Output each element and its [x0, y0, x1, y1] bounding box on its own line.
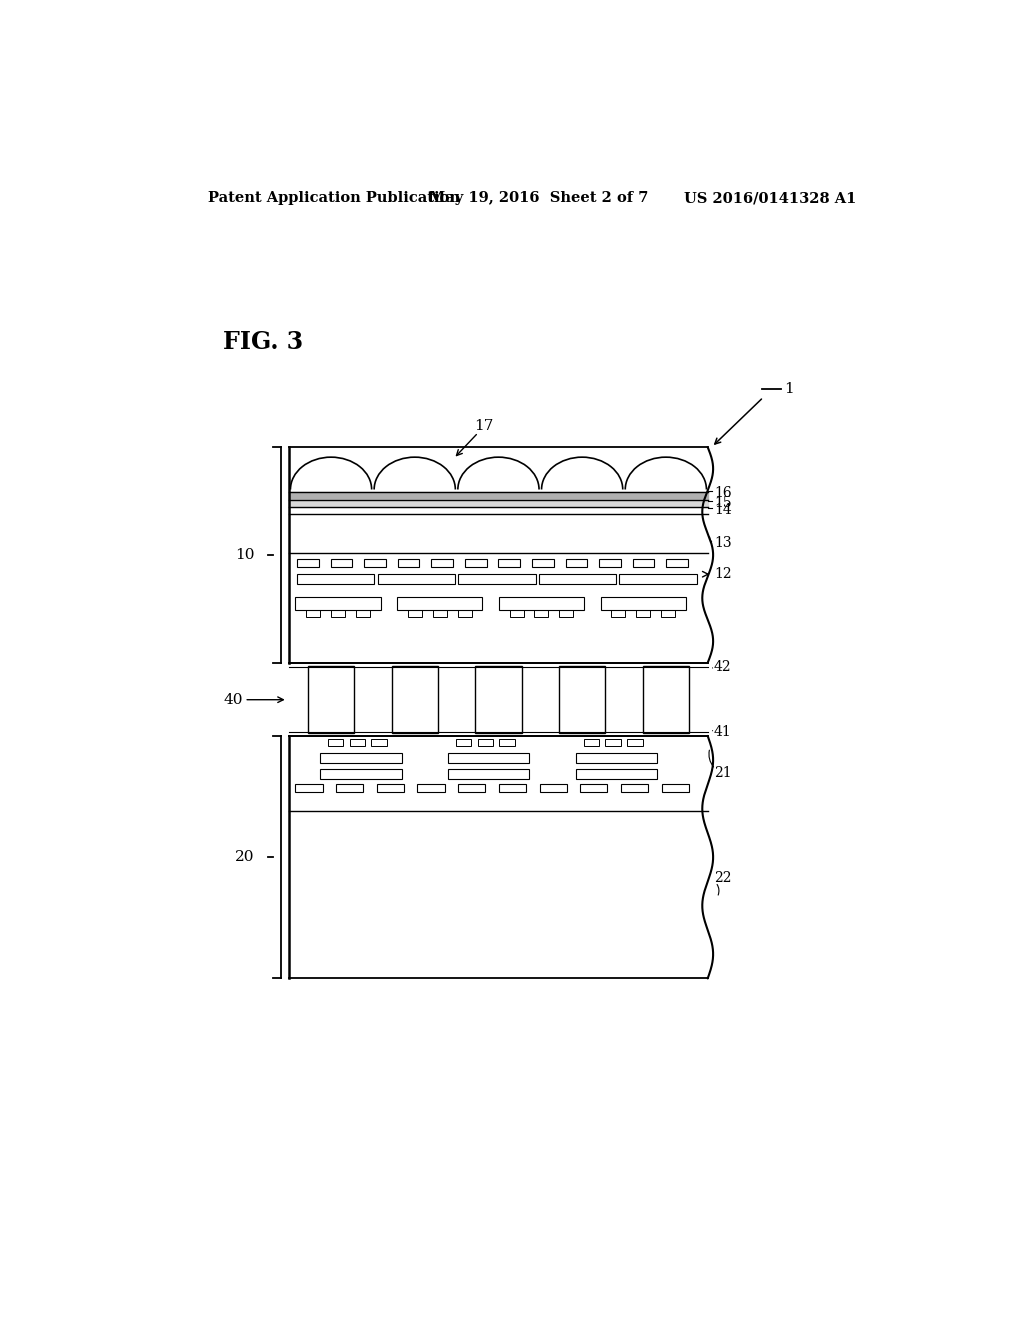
Bar: [559, 665, 605, 733]
Bar: [372, 739, 387, 746]
Bar: [667, 558, 688, 568]
Bar: [297, 558, 318, 568]
Text: 41: 41: [714, 725, 732, 739]
Bar: [321, 770, 401, 779]
Text: 1: 1: [783, 381, 794, 396]
Bar: [336, 784, 364, 792]
Bar: [378, 574, 455, 585]
Text: 17: 17: [474, 420, 494, 433]
Bar: [510, 610, 523, 616]
Bar: [328, 739, 343, 746]
Bar: [465, 558, 486, 568]
Text: 13: 13: [714, 536, 731, 550]
Text: 10: 10: [234, 548, 254, 562]
Text: 16: 16: [714, 486, 731, 499]
Text: 40: 40: [223, 693, 243, 706]
Bar: [539, 574, 616, 585]
Bar: [581, 784, 607, 792]
Bar: [475, 665, 521, 733]
Text: 12: 12: [714, 568, 731, 581]
Bar: [621, 784, 648, 792]
Bar: [458, 610, 471, 616]
Bar: [331, 610, 345, 616]
Bar: [449, 770, 529, 779]
Bar: [433, 610, 446, 616]
Text: 22: 22: [714, 871, 731, 886]
Bar: [499, 784, 526, 792]
Bar: [662, 610, 675, 616]
Text: US 2016/0141328 A1: US 2016/0141328 A1: [684, 191, 857, 206]
Text: 20: 20: [234, 850, 254, 865]
Bar: [575, 770, 657, 779]
Bar: [321, 752, 401, 763]
Bar: [295, 597, 381, 610]
Bar: [397, 558, 420, 568]
Bar: [535, 610, 549, 616]
Bar: [349, 739, 366, 746]
Text: 14: 14: [714, 503, 732, 517]
Bar: [408, 610, 422, 616]
Bar: [499, 558, 520, 568]
Bar: [636, 610, 650, 616]
Bar: [559, 610, 573, 616]
Bar: [306, 610, 321, 616]
Bar: [620, 574, 697, 585]
Bar: [365, 558, 386, 568]
Bar: [308, 665, 354, 733]
Bar: [643, 665, 689, 733]
Bar: [500, 739, 515, 746]
Bar: [540, 784, 566, 792]
Bar: [431, 558, 453, 568]
Text: May 19, 2016  Sheet 2 of 7: May 19, 2016 Sheet 2 of 7: [429, 191, 648, 206]
Bar: [584, 739, 599, 746]
Text: 42: 42: [714, 660, 731, 673]
Text: 15: 15: [714, 496, 731, 511]
Bar: [605, 739, 621, 746]
Bar: [565, 558, 588, 568]
Bar: [575, 752, 657, 763]
Bar: [600, 597, 686, 610]
Bar: [356, 610, 370, 616]
Text: 21: 21: [714, 766, 731, 780]
Bar: [456, 739, 471, 746]
Bar: [295, 784, 323, 792]
Bar: [458, 574, 536, 585]
Bar: [449, 752, 529, 763]
Bar: [391, 665, 438, 733]
Bar: [662, 784, 689, 792]
Bar: [297, 574, 375, 585]
Bar: [532, 558, 554, 568]
Text: Patent Application Publication: Patent Application Publication: [208, 191, 460, 206]
Bar: [633, 558, 654, 568]
Bar: [627, 739, 643, 746]
Bar: [418, 784, 444, 792]
Bar: [599, 558, 621, 568]
Bar: [397, 597, 482, 610]
Bar: [458, 784, 485, 792]
Text: FIG. 3: FIG. 3: [222, 330, 303, 354]
Bar: [331, 558, 352, 568]
Bar: [377, 784, 403, 792]
Bar: [499, 597, 584, 610]
Bar: [477, 739, 493, 746]
Bar: [611, 610, 626, 616]
